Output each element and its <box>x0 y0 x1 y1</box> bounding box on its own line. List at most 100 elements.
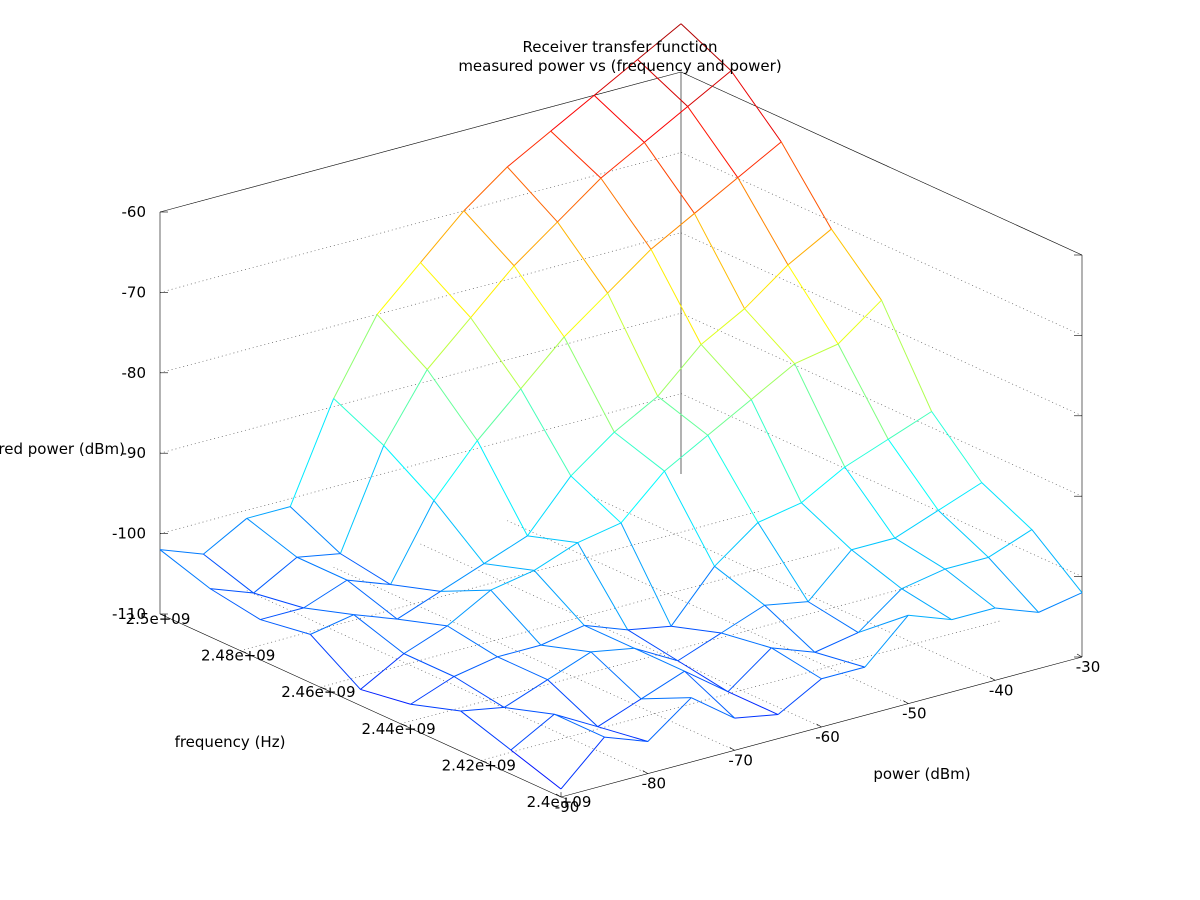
y-grid-line <box>594 497 996 681</box>
y-tick-mark <box>642 770 648 774</box>
surface-mesh-segment <box>260 619 311 635</box>
surface-mesh-segment <box>563 336 615 433</box>
y-tick-label: -90 <box>555 798 580 816</box>
surface-mesh-segment <box>887 438 939 511</box>
y-grid-line <box>507 520 909 704</box>
surface-mesh-segment <box>540 624 585 646</box>
surface-mesh-segment <box>303 579 348 609</box>
surface-mesh-segment <box>600 177 652 250</box>
surface-mesh-segment <box>159 549 211 590</box>
surface-mesh-segment <box>584 624 635 649</box>
y-tick-label: -70 <box>728 751 753 769</box>
x-tick-label: 2.44e+09 <box>361 720 435 738</box>
z-tick-label: -110 <box>112 605 146 623</box>
surface-mesh-segment <box>837 343 889 440</box>
surface-mesh-segment <box>520 388 572 477</box>
surface-mesh-segment <box>303 607 354 616</box>
surface-mesh-segment <box>353 614 398 620</box>
z-grid-line-left-wall <box>159 312 682 454</box>
surface-mesh-segment <box>777 678 822 715</box>
surface-mesh-segment <box>420 262 471 318</box>
surface-mesh-segment <box>944 568 996 609</box>
surface-mesh-segment <box>554 713 605 738</box>
surface-mesh-segment <box>463 210 515 267</box>
surface-mesh-segment <box>593 94 645 143</box>
surface-mesh-segment <box>787 264 839 345</box>
surface-mesh-segment <box>700 308 745 345</box>
surface-mesh-segment <box>680 23 732 72</box>
surface-mesh-segment <box>643 142 695 214</box>
surface-mesh-segment <box>590 647 635 653</box>
surface-mesh-segment <box>209 588 261 620</box>
surface-mesh-segment <box>858 614 909 634</box>
surface-mesh-segment <box>470 317 522 390</box>
surface-mesh-segment <box>671 625 722 634</box>
surface-mesh-segment <box>807 601 859 633</box>
surface-mesh-segment <box>476 388 522 441</box>
surface-mesh-segment <box>647 697 692 742</box>
z-grid-line-right-wall <box>680 71 1083 256</box>
surface-mesh-segment <box>490 569 535 591</box>
surface-mesh-segment <box>995 607 1039 613</box>
surface-mesh-segment <box>1038 592 1083 613</box>
surface-mesh-segment <box>433 440 478 501</box>
surface-mesh-segment <box>931 411 983 483</box>
tick-labels: 2.4e+09 2.42e+09 2.44e+09 2.46e+09 2.48e+09 2… <box>112 203 1100 816</box>
surface-mesh-segment <box>289 506 341 554</box>
surface-mesh-segment <box>944 556 989 570</box>
z-grid-line-right-wall <box>680 152 1083 336</box>
surface-mesh-segment <box>577 522 622 544</box>
y-tick-label: -60 <box>815 728 840 746</box>
surface-mesh-segment <box>560 736 605 790</box>
x-tick-mark <box>240 650 247 653</box>
y-tick-label: -40 <box>989 681 1014 699</box>
y-tick-mark <box>816 723 822 728</box>
surface-mesh-segment <box>613 431 665 472</box>
surface-mesh-segment <box>707 435 759 523</box>
surface-mesh-segment <box>533 570 585 626</box>
surface-mesh-segment <box>403 625 448 655</box>
surface-mesh-segment <box>988 529 1033 558</box>
surface-mesh-segment <box>714 565 765 606</box>
surface-mesh-segment <box>593 59 638 96</box>
surface-mesh-segment <box>289 398 335 507</box>
surface-mesh-segment <box>597 726 648 742</box>
surface-mesh-segment <box>547 651 592 681</box>
surface-mesh-segment <box>310 614 354 635</box>
surface-mesh-segment <box>353 614 405 655</box>
x-tick-mark <box>159 613 167 617</box>
surface-mesh-segment <box>901 568 946 590</box>
surface-mesh-segment <box>894 509 939 539</box>
surface-mesh-segment <box>503 679 548 708</box>
surface-mesh-segment <box>403 653 455 677</box>
surface-mesh-segment <box>844 438 889 468</box>
surface-mesh-segment <box>727 647 772 693</box>
surface-mesh-segment <box>506 166 558 223</box>
surface-mesh-segment <box>360 688 411 705</box>
z-grid-line-left-wall <box>159 152 682 293</box>
surface-mesh-segment <box>627 625 672 631</box>
surface-mesh-segment <box>794 363 846 468</box>
surface-mesh-segment <box>296 553 341 558</box>
surface-mesh-segment <box>570 475 622 524</box>
surface-mesh-segment <box>837 299 882 345</box>
surface-mesh-segment <box>641 697 692 700</box>
surface-mesh-segment <box>554 713 598 728</box>
surface-mesh-segment <box>613 395 659 433</box>
surface-mesh-segment <box>420 210 465 263</box>
surface-mesh-segment <box>460 710 512 751</box>
z-tick-label: -100 <box>112 525 146 543</box>
surface-mesh-segment <box>360 653 405 690</box>
surface-mesh-segment <box>346 579 398 620</box>
surface-mesh-segment <box>497 644 542 658</box>
surface-mesh-segment <box>657 395 709 436</box>
z-tick-label: -80 <box>122 364 147 382</box>
surface-mesh-segment <box>801 502 852 551</box>
surface-mesh-segment <box>390 584 441 592</box>
surface-mesh-segment <box>550 94 595 132</box>
surface-mesh-segment <box>340 553 391 585</box>
surface-mesh-segment <box>483 535 528 565</box>
surface-mesh-segment <box>433 500 485 564</box>
z-axis-label: measured power (dBm) <box>0 440 125 458</box>
